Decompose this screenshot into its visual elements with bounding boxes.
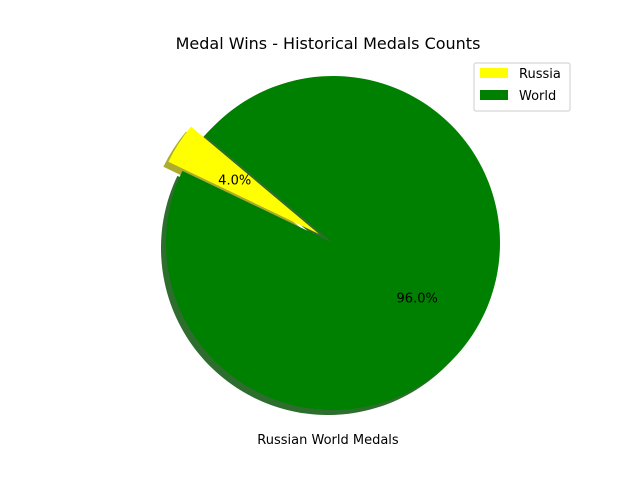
legend-swatch-world <box>480 90 508 100</box>
legend: Russia World <box>473 62 571 112</box>
x-axis-label: Russian World Medals <box>257 433 399 448</box>
pie-label-layer: 4.0% 96.0% <box>218 174 438 307</box>
legend-label-world: World <box>519 89 556 104</box>
pie-slice-world <box>165 76 500 411</box>
chart-title: Medal Wins - Historical Medals Counts <box>176 34 481 53</box>
pie-slice-layer <box>165 76 500 411</box>
legend-label-russia: Russia <box>519 67 561 82</box>
pie-pct-label-world: 96.0% <box>397 291 438 306</box>
legend-swatch-russia <box>480 68 508 78</box>
pie-pct-label-russia: 4.0% <box>218 174 251 189</box>
pie-slice-russia <box>168 126 319 234</box>
